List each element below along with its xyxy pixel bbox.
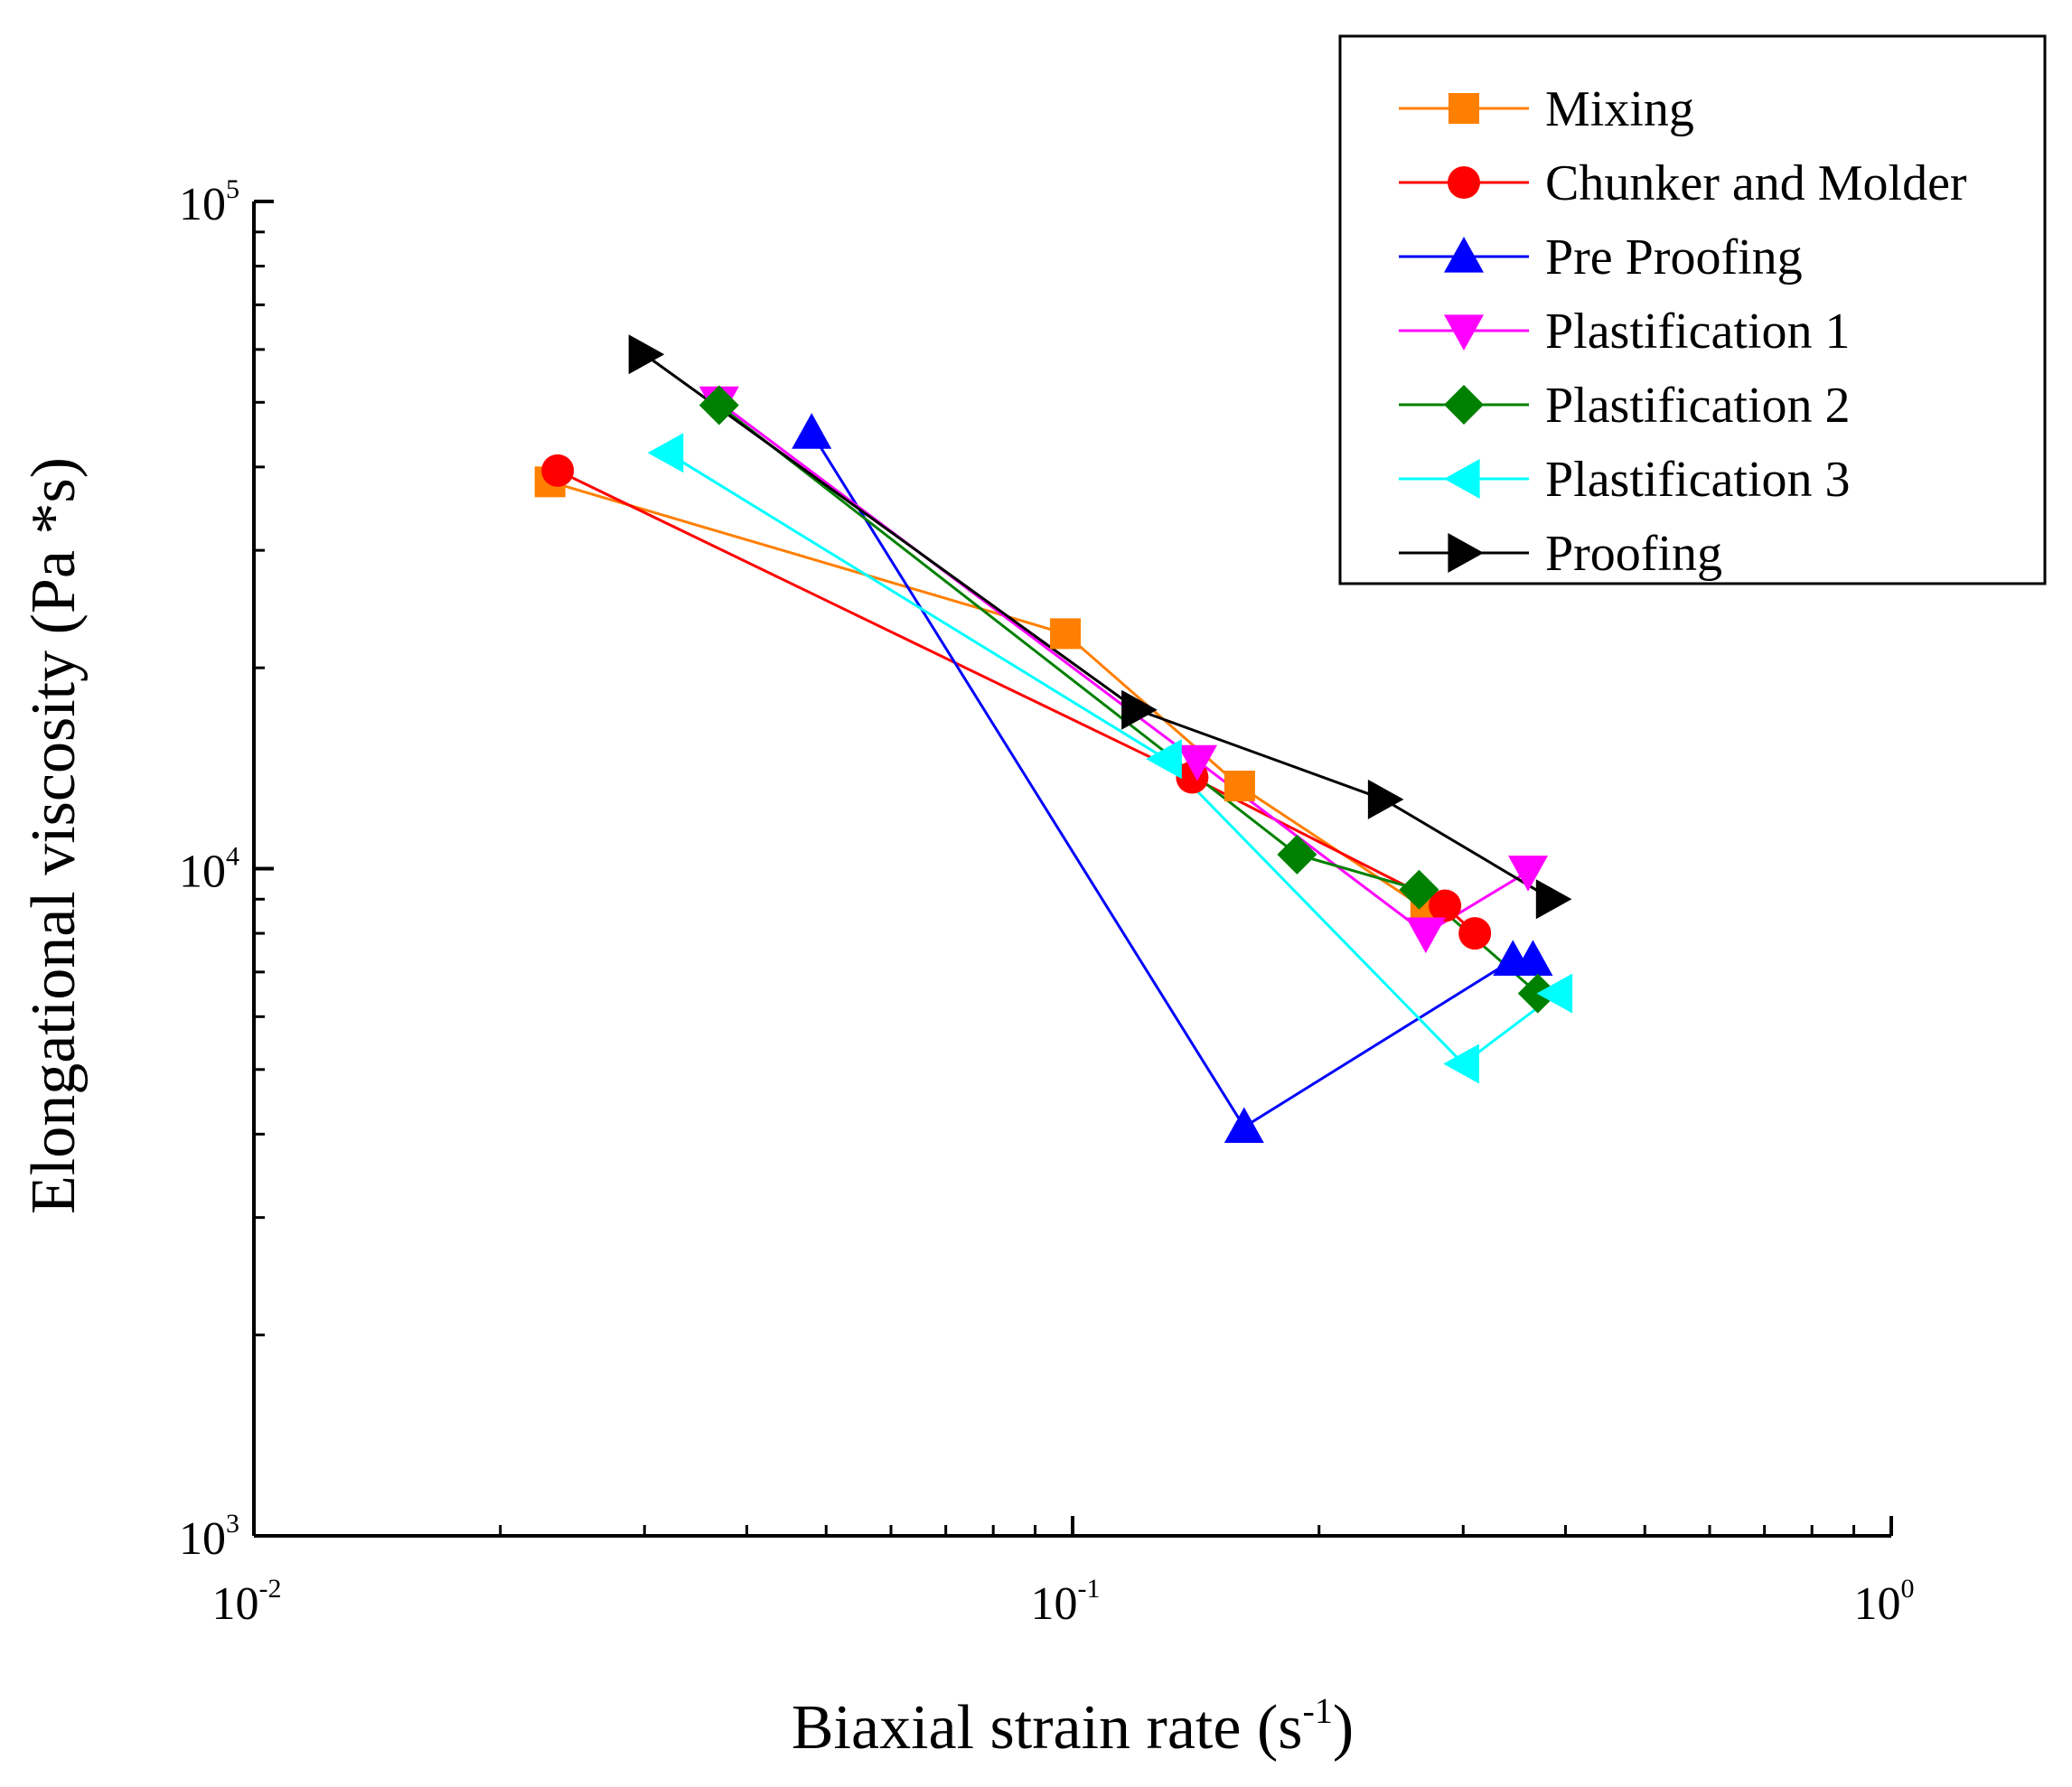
y-tick-label: 105 xyxy=(179,174,239,230)
tick-labels: 10-2 10-1 100 103 104 105 xyxy=(179,174,1915,1630)
legend-marker-proofing xyxy=(1448,533,1484,573)
x-tick-label: 10-1 xyxy=(1031,1574,1101,1630)
data-point-proofing xyxy=(1535,879,1572,920)
data-point-plastification-2 xyxy=(1399,869,1439,910)
data-point-pre-proofing xyxy=(792,413,832,449)
legend-box xyxy=(1338,34,2047,585)
legend-label-pre-proofing: Pre Proofing xyxy=(1545,229,1803,285)
major-ticks xyxy=(252,200,1893,1538)
data-point-plastification-3 xyxy=(1443,1043,1479,1084)
data-point-plastification-3 xyxy=(1146,739,1182,780)
data-point-plastification-2 xyxy=(1277,834,1317,875)
legend-label-proofing: Proofing xyxy=(1545,526,1722,582)
data-point-chunker-and-molder xyxy=(541,454,575,487)
x-tick-label: 10-2 xyxy=(212,1574,282,1630)
data-point-mixing xyxy=(1050,618,1082,650)
y-tick-label: 104 xyxy=(179,842,239,898)
data-point-proofing xyxy=(628,334,665,375)
legend-marker-mixing xyxy=(1449,93,1479,124)
data-point-pre-proofing xyxy=(1224,1107,1264,1144)
y-tick-label: 103 xyxy=(179,1509,239,1565)
data-point-plastification-3 xyxy=(1536,973,1573,1014)
legend-label-plastification-3: Plastification 3 xyxy=(1545,452,1851,508)
data-point-chunker-and-molder xyxy=(1429,889,1462,922)
series-line-plastification-3 xyxy=(666,451,1558,1066)
legend-marker-plastification-1 xyxy=(1444,314,1484,351)
y-axis-title: Elongational viscosity (Pa *s) xyxy=(19,457,89,1214)
x-tick-label: 100 xyxy=(1854,1574,1915,1630)
series-line-chunker-and-molder xyxy=(557,469,1477,935)
data-point-proofing xyxy=(1367,779,1404,819)
data-point-pre-proofing xyxy=(1513,940,1553,977)
legend-label-chunker-and-molder: Chunker and Molder xyxy=(1545,155,1967,211)
legend-marker-pre-proofing xyxy=(1444,237,1484,273)
series-markers xyxy=(534,334,1573,1144)
legend-label-plastification-2: Plastification 2 xyxy=(1545,378,1851,434)
legend-marker-plastification-2 xyxy=(1444,385,1484,425)
data-point-chunker-and-molder xyxy=(1458,917,1492,950)
legend-marker-plastification-3 xyxy=(1444,459,1480,499)
legend-label-plastification-1: Plastification 1 xyxy=(1545,304,1851,360)
legend-label-mixing: Mixing xyxy=(1545,81,1694,137)
data-point-plastification-1 xyxy=(1177,744,1217,781)
x-axis-title: Biaxial strain rate (s-1) xyxy=(792,1690,1354,1763)
data-point-plastification-3 xyxy=(647,433,684,473)
data-point-proofing xyxy=(1121,689,1158,730)
series-line-proofing xyxy=(643,353,1553,901)
legend-marker-chunker-and-molder xyxy=(1448,166,1480,199)
data-point-mixing xyxy=(1224,771,1255,802)
legend: Mixing Chunker and Molder Pre Proofing Plas… xyxy=(1338,34,2047,585)
data-point-plastification-1 xyxy=(1405,917,1446,954)
data-point-plastification-2 xyxy=(698,385,739,426)
data-point-plastification-1 xyxy=(1508,856,1549,892)
